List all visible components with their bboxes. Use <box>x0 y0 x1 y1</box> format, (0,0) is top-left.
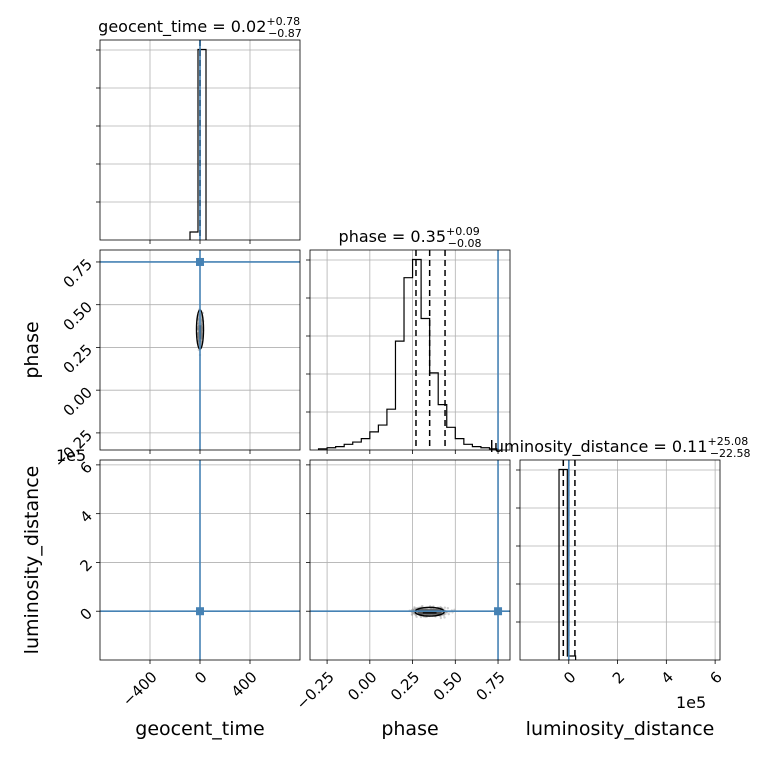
hist-geocent_time <box>100 40 300 240</box>
ld-offset-label-y: 1e5 <box>56 446 86 465</box>
title-plus: +0.09 <box>446 225 480 238</box>
hist-step-phase <box>317 258 499 450</box>
title-minus: −22.58 <box>710 447 751 460</box>
sample-point <box>443 606 447 609</box>
panel-luminosity_distance-vs-geocent_time <box>100 460 300 660</box>
xlabel-geocent_time: geocent_time <box>135 718 264 740</box>
panel-title-luminosity_distance: luminosity_distance = 0.11+25.08 −22.58 <box>489 435 750 460</box>
sample-point <box>413 606 416 609</box>
injection-marker <box>196 607 204 616</box>
sample-point <box>412 611 415 615</box>
hist-step-luminosity_distance <box>558 468 577 660</box>
title-minus: −0.08 <box>448 237 482 250</box>
sample-point <box>413 607 416 610</box>
injection-marker <box>196 257 204 266</box>
title-main: luminosity_distance = 0.11 <box>489 437 707 457</box>
sample-point <box>447 612 450 616</box>
panel-title-phase: phase = 0.35+0.09 −0.08 <box>339 225 482 250</box>
hist-luminosity_distance <box>520 460 720 660</box>
injection-marker <box>494 607 503 616</box>
ld-offset-label-x: 1e5 <box>676 693 706 712</box>
hist-phase <box>310 250 510 450</box>
sample-point <box>420 605 424 608</box>
sample-point <box>414 607 417 610</box>
sample-point <box>410 613 414 616</box>
title-plus: +25.08 <box>708 435 749 448</box>
ylabel-phase: phase <box>21 321 43 378</box>
sample-point <box>439 616 443 620</box>
sample-point <box>419 615 423 619</box>
sample-point <box>411 612 414 616</box>
sample-point <box>439 605 442 609</box>
hist-step-geocent_time <box>189 48 207 240</box>
sample-point <box>411 608 415 611</box>
ylabel-luminosity_distance: luminosity_distance <box>21 466 43 655</box>
title-minus: −0.87 <box>268 27 302 40</box>
sample-point <box>414 614 418 617</box>
sample-point <box>442 614 446 617</box>
title-main: phase = 0.35 <box>339 227 446 246</box>
panel-luminosity_distance-vs-phase <box>310 460 510 660</box>
hist-luminosity_distance-frame <box>519 459 721 661</box>
title-main: geocent_time = 0.02 <box>98 17 266 37</box>
panel-luminosity_distance-vs-phase-frame <box>309 459 511 661</box>
panel-title-geocent_time: geocent_time = 0.02+0.78 −0.87 <box>98 15 302 40</box>
xlabel-phase: phase <box>381 718 438 740</box>
title-plus: +0.78 <box>266 15 300 28</box>
sample-point <box>421 605 424 608</box>
density-bin <box>422 610 437 614</box>
hist-phase-frame <box>309 249 511 451</box>
sample-point <box>444 612 447 616</box>
panel-phase-vs-geocent_time <box>100 250 300 450</box>
xlabel-luminosity_distance: luminosity_distance <box>526 718 715 740</box>
sample-point <box>446 607 450 610</box>
sample-point <box>443 616 446 619</box>
sample-point <box>411 608 415 611</box>
sample-point <box>415 615 418 619</box>
